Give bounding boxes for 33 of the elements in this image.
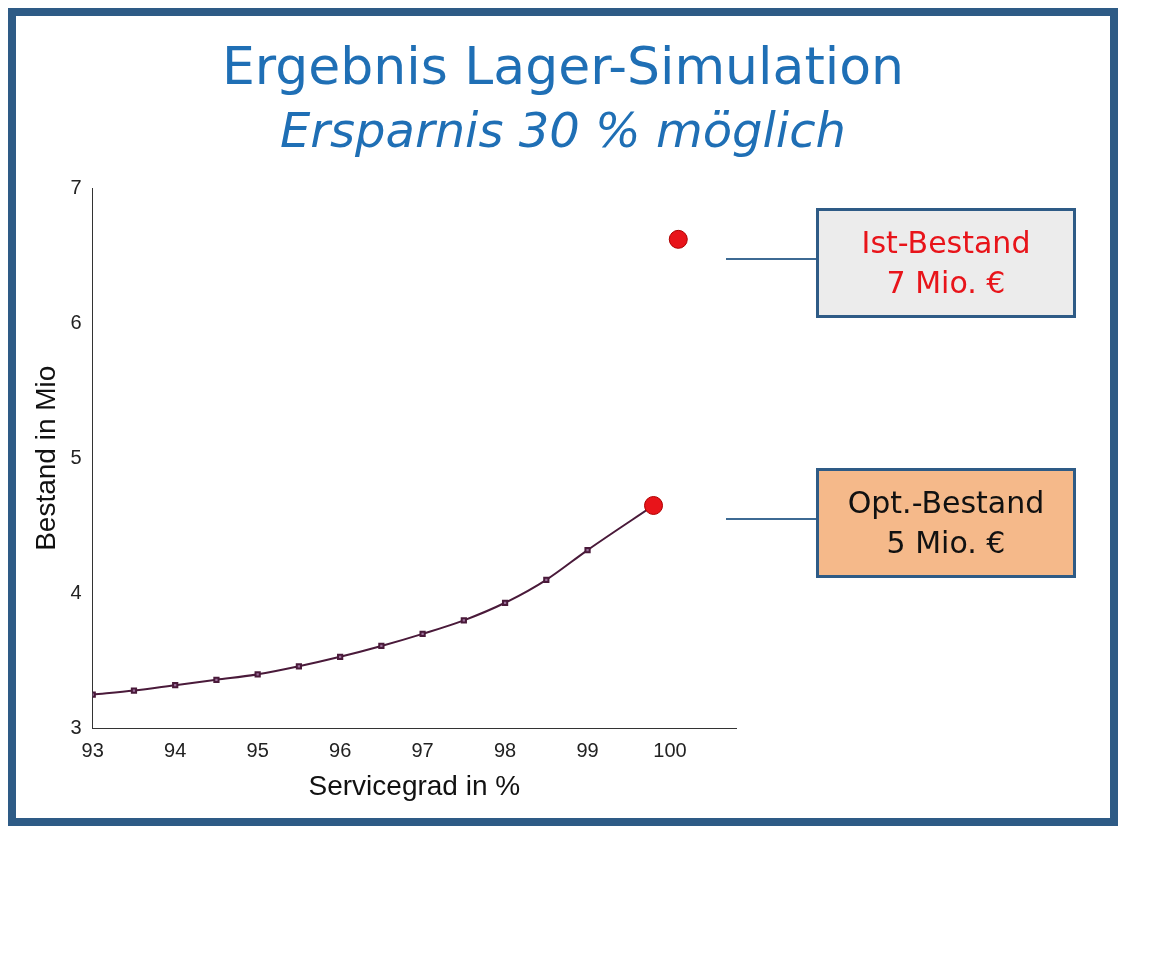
x-tick-label: 100 (653, 738, 687, 761)
chart-subtitle: Ersparnis 30 % möglich (279, 102, 847, 158)
x-tick-label: 97 (411, 738, 434, 761)
point (172, 682, 179, 689)
point (337, 653, 344, 660)
point (501, 599, 509, 606)
y-tick-label: 4 (70, 580, 82, 603)
point (460, 617, 467, 624)
x-tick-label: 95 (246, 738, 269, 761)
chart-title: Ergebnis Lager-Simulation (221, 36, 905, 96)
y-tick-label: 7 (70, 175, 82, 198)
x-tick-label: 93 (81, 738, 104, 761)
y-axis-title: Bestand in Mio (29, 365, 61, 551)
point (295, 663, 303, 670)
text: Opt.-Bestand 5 Mio. € (816, 468, 1076, 578)
text: Ist-Bestand 7 Mio. € (816, 208, 1076, 318)
x-tick-label: 96 (329, 738, 352, 761)
y-tick-label: 6 (70, 310, 82, 333)
point (668, 229, 688, 249)
point (378, 642, 385, 650)
x-tick-label: 94 (164, 738, 187, 761)
point (584, 546, 591, 554)
x-tick-label: 98 (493, 738, 517, 761)
point (254, 671, 261, 678)
point (543, 576, 550, 583)
y-tick-label: 3 (70, 715, 82, 738)
y-tick-label: 5 (70, 445, 82, 468)
point (644, 495, 664, 515)
x-axis-title: Servicegrad in % (308, 769, 521, 801)
point (130, 687, 138, 694)
x-tick-label: 99 (576, 738, 599, 761)
point (419, 630, 426, 637)
point (213, 676, 220, 683)
